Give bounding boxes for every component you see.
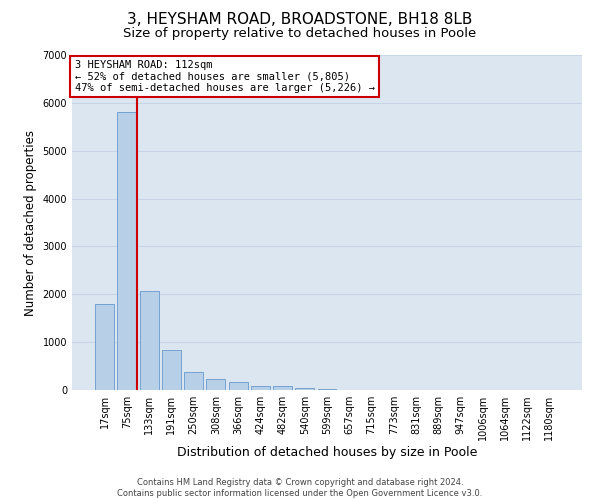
- Bar: [184, 372, 203, 390]
- Bar: [317, 388, 337, 390]
- Bar: [95, 304, 114, 390]
- X-axis label: Distribution of detached houses by size in Poole: Distribution of detached houses by size …: [177, 446, 477, 459]
- Bar: [229, 382, 248, 390]
- Bar: [162, 350, 181, 390]
- Bar: [251, 386, 270, 390]
- Text: Contains HM Land Registry data © Crown copyright and database right 2024.
Contai: Contains HM Land Registry data © Crown c…: [118, 478, 482, 498]
- Y-axis label: Number of detached properties: Number of detached properties: [24, 130, 37, 316]
- Text: 3, HEYSHAM ROAD, BROADSTONE, BH18 8LB: 3, HEYSHAM ROAD, BROADSTONE, BH18 8LB: [127, 12, 473, 28]
- Text: 3 HEYSHAM ROAD: 112sqm
← 52% of detached houses are smaller (5,805)
47% of semi-: 3 HEYSHAM ROAD: 112sqm ← 52% of detached…: [74, 60, 374, 93]
- Bar: [206, 378, 225, 390]
- Text: Size of property relative to detached houses in Poole: Size of property relative to detached ho…: [124, 28, 476, 40]
- Bar: [273, 386, 292, 390]
- Bar: [118, 112, 136, 390]
- Bar: [295, 388, 314, 390]
- Bar: [140, 292, 158, 390]
